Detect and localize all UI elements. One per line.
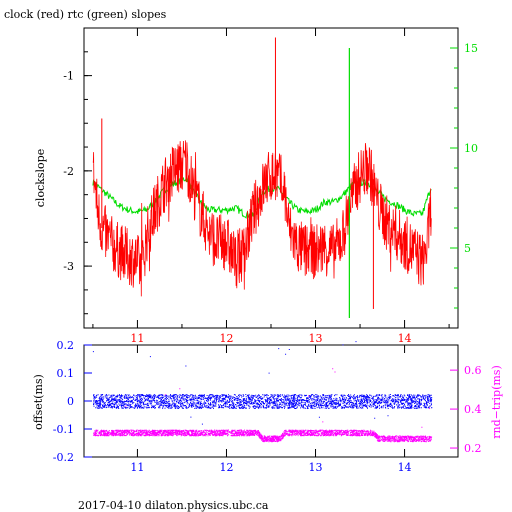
bottom-y-tick-label: 0.1	[57, 367, 75, 380]
bottom-x-tick-label: 14	[398, 461, 412, 474]
top-left-axis: -1 -2 -3	[63, 51, 92, 315]
bottom-y2-tick-label: 0.2	[464, 442, 482, 455]
top-x-tick-label: 12	[219, 332, 233, 345]
bottom-y2-tick-label: 0.6	[464, 364, 482, 377]
bottom-x-tick-label: 11	[130, 461, 144, 474]
top-ylabel: clockslope	[34, 149, 47, 207]
bottom-x-tick-label: 13	[309, 461, 323, 474]
top-x-tick-label: 14	[398, 332, 412, 345]
top-y-tick-label: -1	[63, 70, 74, 83]
bottom-left-axis: -0.2 -0.1 0 0.1 0.2	[53, 339, 92, 464]
top-y2-tick-label: 15	[464, 42, 478, 55]
top-y-tick-label: -3	[63, 260, 74, 273]
top-y-tick-label: -2	[63, 165, 74, 178]
top-x-axis: 11 12 13 14	[92, 28, 450, 345]
bottom-y-tick-label: 0	[67, 395, 74, 408]
bottom-x-axis: 11 12 13 14	[130, 345, 412, 474]
top-x-tick-label: 13	[309, 332, 323, 345]
bottom-y2-tick-label: 0.4	[464, 403, 482, 416]
chart-title: clock (red) rtc (green) slopes	[4, 8, 167, 21]
series-roundtrip-points	[93, 368, 433, 443]
footer-text: 2017-04-10 dilaton.physics.ubc.ca	[78, 499, 269, 512]
bottom-right-axis: 0.2 0.4 0.6	[450, 364, 482, 455]
top-y2-tick-label: 5	[464, 242, 471, 255]
bottom-y-tick-label: 0.2	[57, 339, 75, 352]
bottom-ylabel-right: rnd−trip(ms)	[490, 365, 503, 439]
bottom-x-tick-label: 12	[219, 461, 233, 474]
top-x-tick-label: 11	[130, 332, 144, 345]
top-series-group	[92, 37, 432, 318]
top-y2-tick-label: 10	[464, 142, 478, 155]
bottom-series-group	[92, 341, 433, 443]
series-offset-points	[92, 341, 433, 425]
bottom-y-tick-label: -0.2	[53, 451, 74, 464]
bottom-y-tick-label: -0.1	[53, 423, 74, 436]
series-clock-line	[92, 140, 432, 297]
top-right-axis: 5 10 15	[450, 42, 478, 309]
bottom-ylabel: offset(ms)	[32, 374, 45, 430]
